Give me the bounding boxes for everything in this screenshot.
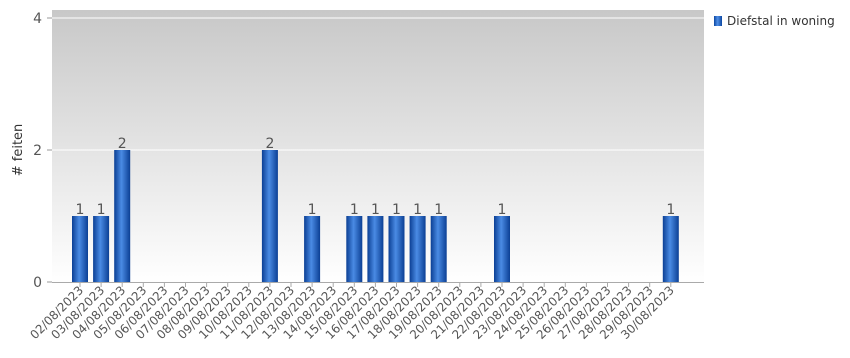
legend[interactable]: Diefstal in woning [714, 14, 835, 28]
bar [114, 150, 131, 282]
bar [662, 216, 679, 282]
bar-value-label: 1 [498, 202, 507, 218]
bar [72, 216, 88, 282]
bar-value-label: 1 [371, 202, 380, 218]
bar [430, 216, 447, 282]
y-tick-label: 4 [33, 11, 42, 27]
bar-value-label: 1 [308, 202, 317, 218]
y-ticks: 0 2 4 [33, 11, 52, 291]
bar-value-label: 1 [666, 202, 675, 218]
bar-value-label: 1 [350, 202, 359, 218]
bar-value-label: 1 [413, 202, 422, 218]
bar [367, 216, 384, 282]
bar-value-label: 1 [76, 202, 85, 218]
bar-value-label: 1 [392, 202, 401, 218]
bar [388, 216, 405, 282]
bar-value-label: 2 [265, 136, 274, 152]
y-tick-label: 0 [33, 275, 42, 291]
y-axis-label: # feiten [11, 124, 26, 177]
bar [93, 216, 110, 282]
x-ticks: 02/08/202303/08/202304/08/202305/08/2023… [27, 282, 677, 342]
bar-value-label: 2 [118, 136, 127, 152]
y-tick-label: 2 [33, 143, 42, 159]
bar-value-label: 1 [434, 202, 443, 218]
legend-swatch-icon [714, 16, 722, 26]
bar [494, 216, 510, 282]
bar-value-label: 1 [97, 202, 106, 218]
bar [346, 216, 363, 282]
legend-label: Diefstal in woning [727, 14, 835, 28]
bar [409, 216, 426, 282]
bar [304, 216, 321, 282]
bars [72, 150, 679, 282]
bar [261, 150, 278, 282]
bar-labels: 1 12 21 1 1 1 1 1 1 1 [76, 136, 676, 218]
grid [52, 17, 704, 283]
